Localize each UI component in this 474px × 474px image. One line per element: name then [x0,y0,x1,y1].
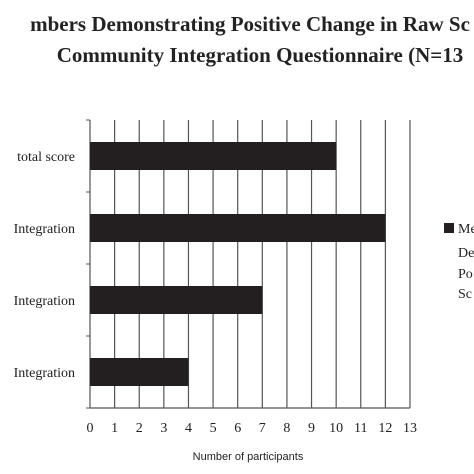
x-tick-labels: 0 1 2 3 4 5 6 7 8 9 10 11 12 13 [87,421,418,436]
x-tick-label-3: 3 [160,421,167,436]
legend-line-2: De [458,246,474,261]
x-tick-label-7: 7 [259,421,266,436]
x-tick-label-11: 11 [354,421,367,436]
x-tick-label-0: 0 [87,421,94,436]
x-tick-label-8: 8 [283,421,290,436]
legend-swatch [444,223,454,233]
chart-title-line-2: Community Integration Questionnaire (N=1… [57,43,464,67]
legend: Me De Po Sc [444,222,474,302]
x-tick-label-13: 13 [403,421,417,436]
category-labels: total score Integration Integration Integra… [14,150,75,381]
bar-3 [90,358,189,386]
x-tick-label-9: 9 [308,421,315,436]
bar-2 [90,286,263,314]
chart-title-line-1: mbers Demonstrating Positive Change in R… [30,12,470,36]
x-tick-label-12: 12 [378,421,392,436]
bar-0 [90,142,337,170]
bar-1 [90,214,386,242]
legend-line-3: Po [458,267,473,282]
x-tick-label-5: 5 [210,421,217,436]
bars [90,142,386,386]
x-tick-label-4: 4 [185,421,192,436]
legend-line-4: Sc [458,287,472,302]
category-label-3: Integration [14,366,75,381]
category-label-2: Integration [14,294,75,309]
x-tick-label-2: 2 [136,421,143,436]
legend-line-1: Me [458,222,474,237]
x-tick-label-6: 6 [234,421,241,436]
x-tick-label-1: 1 [111,421,118,436]
x-axis-label: Number of participants [193,451,304,463]
category-label-0: total score [17,150,75,165]
x-tick-label-10: 10 [329,421,343,436]
category-label-1: Integration [14,222,75,237]
